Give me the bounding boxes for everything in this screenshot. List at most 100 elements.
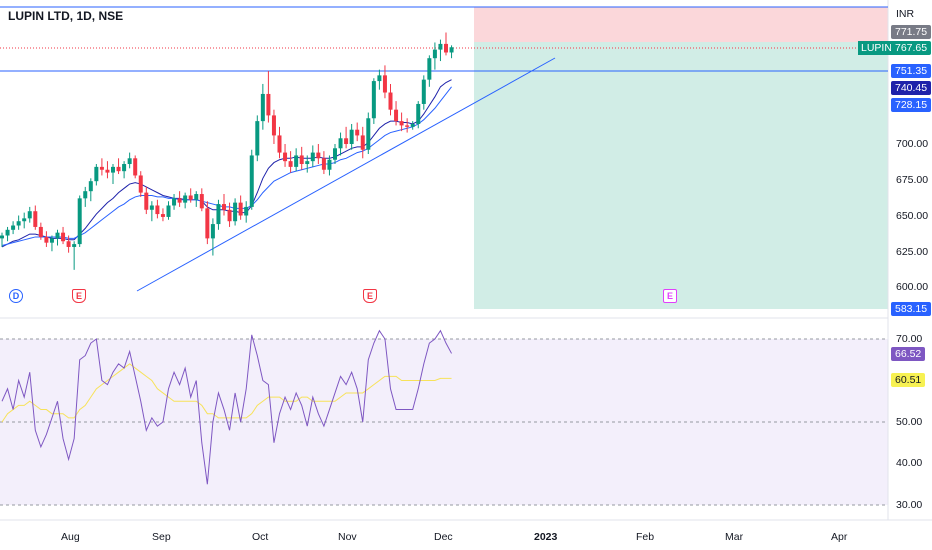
candle-body [194,194,199,200]
price-axis-label: 700.00 [896,138,929,150]
candle-body [216,204,221,225]
candle-body [16,221,21,226]
candle-body [360,135,365,150]
candle-body [155,205,160,215]
candle-body [38,226,43,237]
candle-body [410,123,415,127]
candle-body [11,225,16,230]
candle-body [66,241,71,247]
candle-body [427,58,432,80]
candle-body [111,166,115,173]
candle-body [288,161,293,167]
candle-body [421,79,426,104]
candle-body [244,206,249,216]
ma-fast-line [1,79,452,248]
candle-body [249,155,254,207]
rsi-line [1,329,452,485]
candle-body [338,138,343,149]
candle-body [183,195,188,203]
candle-body [344,138,349,144]
candle-body [271,115,276,136]
candle-body [160,214,165,217]
dividend-event-icon[interactable]: D [9,289,23,303]
candle-body [27,211,32,219]
candle-body [333,148,337,160]
candle-body [382,75,387,93]
candle-body [294,155,299,167]
candle-body [149,205,154,210]
moving-averages [1,79,452,248]
candle-body [122,164,127,172]
time-axis-label: Dec [434,531,453,543]
rsi-axis-label: 50.00 [896,416,923,428]
candle-body [22,218,27,222]
candle-body [144,192,149,210]
candle-body [0,235,4,239]
candle-body [349,129,354,144]
trendline[interactable] [136,57,556,292]
candle-body [277,135,282,153]
candle-body [355,129,360,136]
rsi-ma-value-tag: 60.51 [891,373,926,387]
rsi-ma-line [1,363,452,423]
ma-slow-line [1,86,452,247]
earnings-event-icon[interactable]: E [72,289,86,303]
candle-body [377,75,382,82]
candlesticks [0,32,454,270]
ma-slow-price-tag: 728.15 [891,98,932,112]
candle-body [166,205,171,217]
candle-body [405,125,410,127]
time-axis-label: Aug [61,531,80,543]
rsi-axis-label: 30.00 [896,499,923,511]
time-axis-label: Sep [152,531,171,543]
time-axis-label: 2023 [534,531,558,543]
candle-body [449,47,454,53]
candle-body [432,49,437,59]
candle-body [399,121,404,126]
candle-body [210,224,215,239]
candle-body [222,204,226,210]
candle-body [88,181,93,192]
earnings-event-icon[interactable]: E [363,289,377,303]
time-axis-label: Feb [636,531,655,543]
candle-body [99,166,104,170]
candle-body [44,236,49,243]
candle-body [327,159,332,170]
rsi-indicator [1,329,452,485]
rsi-axis-label: 70.00 [896,333,923,345]
candle-body [172,198,177,206]
candle-body [127,158,132,165]
high-price-tag: 771.75 [891,25,932,39]
candle-body [444,43,448,53]
take-profit-zone[interactable] [474,42,888,309]
time-axis-label: Apr [831,531,848,543]
price-axis-label: 675.00 [896,174,929,186]
time-axis-label: Mar [725,531,744,543]
ma-fast-price-tag: 740.45 [891,81,932,95]
currency-label[interactable]: INR [896,8,915,20]
candle-body [177,198,182,203]
candle-body [77,198,82,245]
symbol-price-tag: LUPIN [858,41,895,55]
price-axis-label: 600.00 [896,281,929,293]
candle-body [321,158,326,170]
candle-body [5,229,10,236]
candle-body [199,194,204,209]
candle-body [305,161,310,165]
candle-body [49,238,54,243]
stop-loss-zone[interactable] [474,7,888,42]
candle-body [299,155,304,165]
price-axis-label: 625.00 [896,246,929,258]
candle-body [394,109,399,122]
candle-body [188,195,193,200]
candle-body [238,202,243,216]
candle-body [72,244,77,247]
rsi-axis-label: 40.00 [896,457,923,469]
candle-body [316,152,321,159]
support-price-tag: 751.35 [891,64,932,78]
candle-body [233,202,238,222]
symbol-title[interactable]: LUPIN LTD, 1D, NSE [8,9,124,23]
upcoming-earnings-event-icon[interactable]: E [663,289,677,303]
candle-body [255,121,260,156]
